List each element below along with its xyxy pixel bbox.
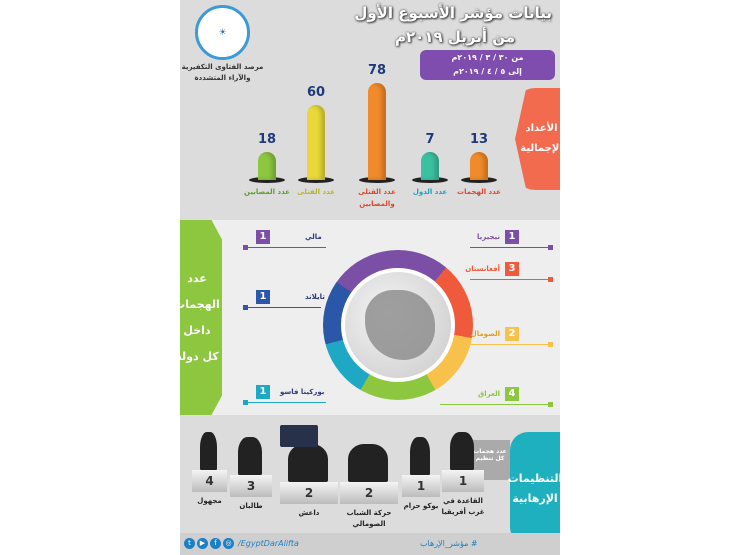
connector-dot xyxy=(548,245,553,250)
country-count: 4 xyxy=(505,387,519,401)
connector-line xyxy=(246,402,326,403)
infographic: ☀ مرصد الفتاوى التكفيرية والآراء المتشددة… xyxy=(180,0,560,555)
org-name: مجهول xyxy=(197,497,222,505)
orgs-tab: التنظيمات الإرهابية xyxy=(508,432,560,545)
bar-value: 18 xyxy=(257,132,277,147)
militant-silhouette-icon xyxy=(200,432,217,470)
country-name: أفغانستان xyxy=(465,265,500,273)
bar-value: 13 xyxy=(469,132,489,147)
hashtag: # مؤشر_الإرهاب xyxy=(420,539,478,548)
org-name: داعش xyxy=(298,509,320,517)
connector-dot xyxy=(548,402,553,407)
bar-label: عدد الدول xyxy=(412,188,448,196)
bar xyxy=(368,82,386,180)
connector-line xyxy=(246,247,326,248)
connector-line xyxy=(470,279,550,280)
bar-label: عدد القتلى xyxy=(297,188,335,196)
bar-base xyxy=(249,177,285,183)
world-map xyxy=(365,290,435,360)
country-name: نيجيريا xyxy=(477,233,500,241)
connector-dot xyxy=(243,305,248,310)
militant-silhouette-icon xyxy=(450,432,474,470)
bar-base xyxy=(359,177,395,183)
connector-line xyxy=(470,247,550,248)
bar xyxy=(307,105,325,180)
country-name: مالي xyxy=(305,233,322,241)
country-count: 1 xyxy=(505,230,519,244)
org-count: 1 xyxy=(442,470,484,492)
bar-base xyxy=(298,177,334,183)
title-line1: بيانات مؤشر الأسبوع الأول xyxy=(354,4,552,22)
connector-line xyxy=(440,404,550,405)
org-count: 2 xyxy=(280,482,338,504)
org-line2: والآراء المتشددة xyxy=(194,74,251,82)
bar-base xyxy=(412,177,448,183)
bar xyxy=(258,152,276,180)
country-count: 2 xyxy=(505,327,519,341)
militant-silhouette-icon xyxy=(238,437,262,475)
facebook-icon[interactable]: f xyxy=(210,538,221,549)
org-line1: مرصد الفتاوى التكفيرية xyxy=(181,63,264,71)
country-count: 1 xyxy=(256,385,270,399)
flag-icon xyxy=(280,425,318,447)
org-count: 1 xyxy=(402,475,440,497)
bar-base xyxy=(461,177,497,183)
bar-value: 7 xyxy=(425,132,435,147)
org-count: 3 xyxy=(230,475,272,497)
org-name: القاعدة في غرب أفريقيا xyxy=(441,497,485,516)
country-name: بوركينا فاسو xyxy=(280,388,325,396)
bar-value: 60 xyxy=(306,85,326,100)
militant-silhouette-icon xyxy=(288,444,328,482)
connector-dot xyxy=(548,277,553,282)
connector-line xyxy=(470,344,550,345)
countries-tab: عدد الهجمات داخل كل دولة xyxy=(180,220,222,415)
connector-dot xyxy=(243,400,248,405)
bar-value: 78 xyxy=(367,62,387,78)
observatory-name: مرصد الفتاوى التكفيرية والآراء المتشددة xyxy=(180,62,265,84)
instagram-icon[interactable]: ◎ xyxy=(223,538,234,549)
org-name: بوكو حرام xyxy=(403,502,439,510)
country-name: العراق xyxy=(478,390,500,398)
date-range: من ٣٠ / ٣ / ٢٠١٩م إلى ٥ / ٤ / ٢٠١٩م xyxy=(420,50,555,80)
date-from: من ٣٠ / ٣ / ٢٠١٩م xyxy=(451,53,524,62)
militant-silhouette-icon xyxy=(410,437,430,475)
social-handle[interactable]: /EgyptDarAlifta xyxy=(238,539,299,548)
connector-dot xyxy=(548,342,553,347)
country-count: 1 xyxy=(256,230,270,244)
org-name: طالبان xyxy=(239,502,263,510)
footer: t ▶ f ◎ /EgyptDarAlifta # مؤشر_الإرهاب xyxy=(180,533,560,555)
connector-dot xyxy=(243,245,248,250)
bar-label: عدد المصابين xyxy=(244,188,290,196)
bar-label: عدد القتلى والمصابين xyxy=(358,188,396,208)
youtube-icon[interactable]: ▶ xyxy=(197,538,208,549)
connector-line xyxy=(246,307,321,308)
country-count: 3 xyxy=(505,262,519,276)
globe-icon xyxy=(341,268,455,382)
country-name: الصومال xyxy=(470,330,500,338)
count-caption: عدد هجمات كل تنظيم xyxy=(470,440,510,480)
twitter-icon[interactable]: t xyxy=(184,538,195,549)
date-to: إلى ٥ / ٤ / ٢٠١٩م xyxy=(453,67,522,76)
org-count: 4 xyxy=(192,470,227,492)
bar xyxy=(470,152,488,180)
bar xyxy=(421,152,439,180)
militant-silhouette-icon xyxy=(348,444,388,482)
title-line2: من أبريل ٢٠١٩م xyxy=(395,28,515,46)
totals-tab: الأعداد الإجمالية xyxy=(515,88,560,190)
org-count: 2 xyxy=(340,482,398,504)
country-count: 1 xyxy=(256,290,270,304)
bar-label: عدد الهجمات xyxy=(457,188,501,196)
dar-alifta-logo: ☀ xyxy=(195,5,250,60)
org-name: حركة الشباب الصومالي xyxy=(346,509,392,528)
country-name: تايلاند xyxy=(305,293,325,301)
